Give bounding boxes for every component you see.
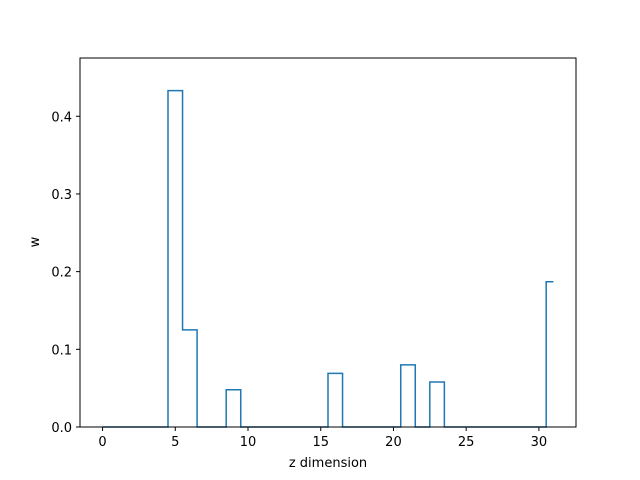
y-tick-label: 0.4	[51, 110, 72, 125]
x-tick-label: 0	[98, 435, 106, 450]
y-tick-label: 0.0	[51, 421, 72, 436]
x-tick-label: 20	[385, 435, 402, 450]
plot-area-frame	[79, 57, 577, 428]
y-tick-label: 0.3	[51, 188, 72, 203]
y-tick-label: 0.2	[51, 266, 72, 281]
y-axis-label: w	[28, 236, 43, 247]
x-tick-label: 15	[312, 435, 329, 450]
x-tick-label: 25	[458, 435, 475, 450]
x-axis-label: z dimension	[289, 456, 367, 471]
x-tick-label: 5	[171, 435, 179, 450]
x-axis-ticks: 0 5 10 15 20 25 30	[98, 427, 547, 450]
x-tick-label: 30	[531, 435, 548, 450]
x-tick-label: 10	[240, 435, 257, 450]
y-tick-label: 0.1	[51, 343, 72, 358]
y-axis-ticks: 0.0 0.1 0.2 0.3 0.4	[51, 110, 80, 436]
